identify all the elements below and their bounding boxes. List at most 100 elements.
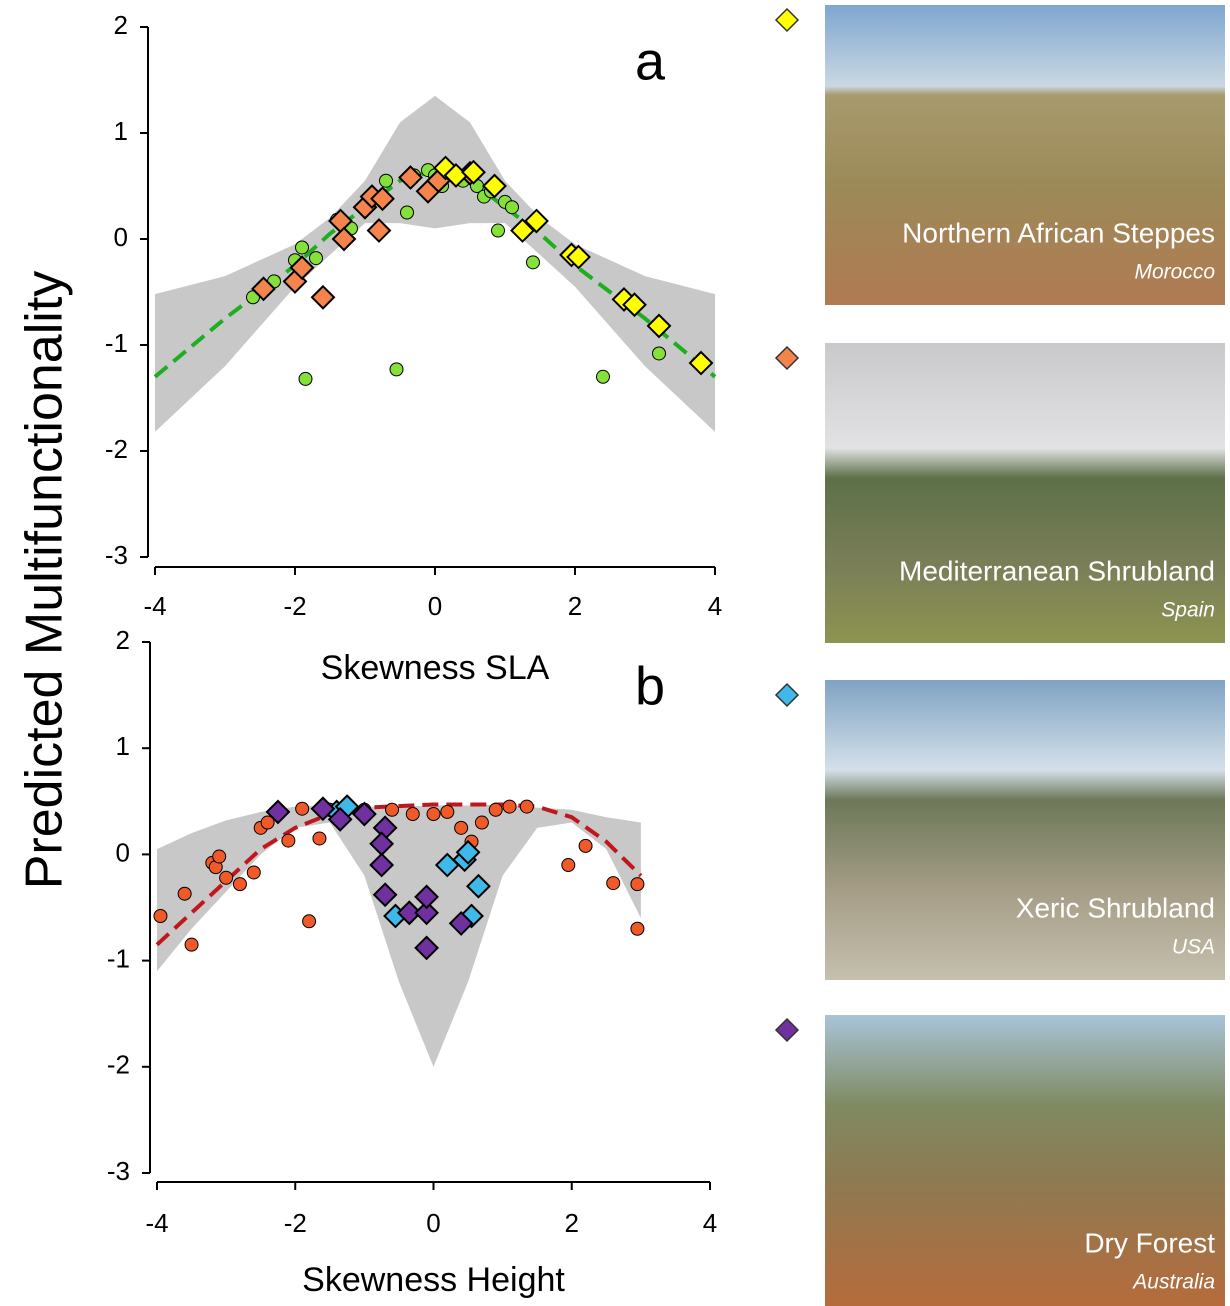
circle-point (491, 223, 505, 238)
diamond-point (251, 276, 276, 302)
circle-point (219, 870, 234, 885)
legend-name: Mediterranean Shrubland (899, 555, 1215, 586)
x-axis-title: Skewness SLA (321, 649, 550, 687)
circle-point (561, 858, 576, 873)
diamond-point (646, 313, 672, 339)
diamond-point (289, 255, 315, 281)
diamond-point (327, 806, 353, 832)
circle-point (246, 865, 261, 880)
diamond-point (461, 159, 486, 185)
circle-point (298, 371, 313, 386)
circle-point (652, 346, 666, 361)
legend-name: Northern African Steppes (902, 217, 1215, 248)
circle-point (302, 914, 317, 929)
x-tick-label: -2 (283, 591, 306, 621)
circle-point (260, 815, 275, 830)
diamond-point (398, 165, 423, 190)
circle-point (488, 802, 503, 817)
diamond-point (566, 244, 591, 270)
legend-marker (774, 7, 800, 33)
circle-point (281, 833, 296, 848)
confidence-band (155, 95, 715, 432)
circle-point (606, 876, 621, 891)
circle-point (295, 801, 310, 816)
diamond-point (331, 226, 357, 252)
circle-point (212, 849, 227, 864)
diamond-point (396, 900, 422, 926)
x-tick-label: 0 (426, 1208, 440, 1238)
circle-point (232, 877, 247, 892)
circle-point (474, 815, 489, 830)
y-tick-label: 0 (116, 837, 130, 867)
x-tick-label: -4 (145, 1208, 168, 1238)
circle-point (502, 799, 517, 814)
circle-point (440, 804, 455, 819)
circle-point (426, 807, 441, 822)
y-tick-label: 2 (114, 10, 128, 40)
diamond-point (265, 799, 291, 825)
circle-point (596, 369, 610, 384)
circle-point (389, 362, 404, 377)
diamond-point (622, 292, 647, 318)
photo (825, 343, 1225, 643)
photo (825, 5, 1225, 305)
diamond-point (366, 218, 392, 243)
legend-place: Australia (1131, 1271, 1215, 1294)
y-tick-label: -2 (105, 434, 128, 464)
x-axis-title: Skewness Height (302, 1261, 565, 1299)
y-tick-label: -1 (105, 328, 128, 358)
diamond-point (455, 839, 481, 865)
circle-point (630, 877, 645, 892)
x-tick-label: -4 (143, 591, 166, 621)
diamond-point (482, 173, 507, 199)
diamond-point (370, 186, 395, 212)
diamond-point (414, 935, 440, 961)
y-tick-label: 1 (114, 116, 128, 146)
x-tick-label: 4 (703, 1208, 717, 1238)
circle-point (578, 838, 593, 853)
y-tick-label: -1 (107, 943, 130, 973)
circle-point (526, 255, 540, 270)
legend-place: Spain (1161, 599, 1215, 622)
circle-point (295, 240, 309, 255)
circle-point (400, 205, 414, 220)
circle-point (519, 799, 534, 814)
circle-point (184, 937, 199, 952)
y-tick-label: -2 (107, 1050, 130, 1080)
photo (825, 680, 1225, 980)
diamond-point (369, 852, 395, 878)
x-tick-label: 2 (568, 591, 582, 621)
circle-point (309, 251, 323, 266)
x-tick-label: 4 (708, 591, 722, 621)
circle-point (505, 200, 519, 215)
diamond-point (310, 796, 336, 822)
circle-point (246, 290, 260, 305)
y-tick-label: -3 (105, 540, 128, 570)
diamond-point (448, 911, 474, 936)
diamond-point (688, 350, 714, 376)
panel-label: b (635, 656, 665, 716)
legend-marker (774, 682, 800, 708)
circle-point (405, 807, 420, 822)
legend-name: Dry Forest (1084, 1227, 1215, 1258)
circle-point (379, 173, 393, 188)
legend-marker (774, 1017, 800, 1043)
legend-name: Xeric Shrubland (1016, 892, 1215, 923)
photo (825, 1015, 1225, 1306)
diamond-point (351, 801, 377, 827)
confidence-band (157, 804, 641, 1067)
circle-point (312, 831, 327, 846)
circle-point (630, 921, 645, 936)
legend-marker (774, 345, 800, 371)
diamond-point (310, 284, 336, 310)
diamond-point (510, 218, 535, 243)
circle-point (177, 886, 192, 901)
y-tick-label: -3 (107, 1156, 130, 1186)
y-tick-label: 1 (116, 731, 130, 761)
x-tick-label: 2 (565, 1208, 579, 1238)
diamond-point (414, 884, 440, 910)
diamond-point (466, 873, 491, 899)
legend-place: USA (1172, 936, 1215, 959)
diamond-point (524, 208, 549, 234)
diamond-point (372, 882, 398, 908)
